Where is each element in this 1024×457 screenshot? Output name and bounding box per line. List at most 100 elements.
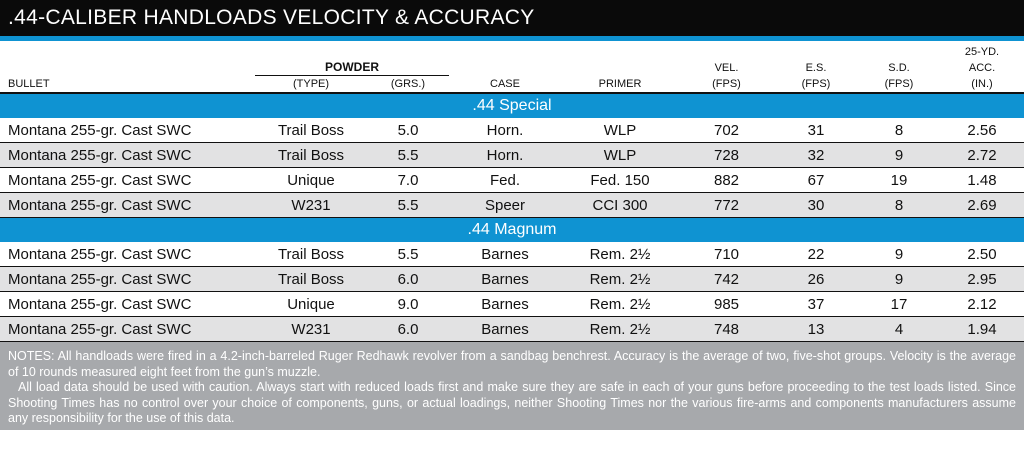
header-case: CASE bbox=[449, 75, 561, 94]
section-label: .44 Special bbox=[0, 93, 1024, 118]
cell-bullet: Montana 255-gr. Cast SWC bbox=[0, 167, 255, 193]
cell-case: Horn. bbox=[449, 118, 561, 143]
cell-vel: 748 bbox=[679, 316, 774, 342]
cell-powder-grs: 6.0 bbox=[367, 266, 449, 292]
header-acc-top: 25-YD. bbox=[964, 46, 1000, 58]
cell-bullet: Montana 255-gr. Cast SWC bbox=[0, 142, 255, 168]
cell-es: 26 bbox=[774, 266, 858, 292]
cell-primer: Fed. 150 bbox=[561, 167, 679, 193]
cell-es: 30 bbox=[774, 192, 858, 218]
cell-case: Horn. bbox=[449, 142, 561, 168]
header-sd-top: S.D. bbox=[888, 61, 910, 74]
cell-powder-type: Unique bbox=[255, 291, 367, 317]
cell-case: Fed. bbox=[449, 167, 561, 193]
cell-case: Barnes bbox=[449, 266, 561, 292]
cell-powder-grs: 5.5 bbox=[367, 192, 449, 218]
cell-sd: 9 bbox=[858, 242, 940, 267]
cell-powder-type: Trail Boss bbox=[255, 142, 367, 168]
header-es-top: E.S. bbox=[805, 61, 827, 74]
section-header-44-magnum: .44 Magnum bbox=[0, 217, 1024, 242]
header-vel-top: VEL. bbox=[714, 61, 739, 74]
cell-primer: WLP bbox=[561, 118, 679, 143]
cell-vel: 728 bbox=[679, 142, 774, 168]
table-title-bar: .44-CALIBER HANDLOADS VELOCITY & ACCURAC… bbox=[0, 0, 1024, 36]
cell-powder-grs: 5.5 bbox=[367, 142, 449, 168]
cell-powder-grs: 9.0 bbox=[367, 291, 449, 317]
cell-acc: 2.72 bbox=[940, 142, 1024, 168]
title-accent-rule bbox=[0, 36, 1024, 41]
cell-vel: 985 bbox=[679, 291, 774, 317]
cell-acc: 1.94 bbox=[940, 316, 1024, 342]
handloads-table: 25-YD. POWDER VEL. E.S. S.D. ACC. BULLET… bbox=[0, 44, 1024, 342]
header-vel-bottom: (FPS) bbox=[679, 75, 774, 94]
header-es-bottom: (FPS) bbox=[774, 75, 858, 94]
header-powder-group: POWDER bbox=[255, 60, 449, 76]
table-header: 25-YD. POWDER VEL. E.S. S.D. ACC. BULLET… bbox=[0, 44, 1024, 94]
cell-powder-type: Trail Boss bbox=[255, 118, 367, 143]
cell-case: Barnes bbox=[449, 242, 561, 267]
cell-sd: 8 bbox=[858, 192, 940, 218]
cell-powder-grs: 7.0 bbox=[367, 167, 449, 193]
cell-primer: Rem. 2½ bbox=[561, 242, 679, 267]
header-powder-grs: (GRS.) bbox=[367, 75, 449, 94]
cell-powder-grs: 5.0 bbox=[367, 118, 449, 143]
cell-bullet: Montana 255-gr. Cast SWC bbox=[0, 316, 255, 342]
cell-sd: 9 bbox=[858, 142, 940, 168]
cell-powder-type: W231 bbox=[255, 192, 367, 218]
cell-acc: 2.50 bbox=[940, 242, 1024, 267]
cell-case: Barnes bbox=[449, 291, 561, 317]
table-row: Montana 255-gr. Cast SWC Trail Boss 5.0 … bbox=[0, 118, 1024, 143]
table-row: Montana 255-gr. Cast SWC W231 5.5 Speer … bbox=[0, 192, 1024, 218]
cell-bullet: Montana 255-gr. Cast SWC bbox=[0, 266, 255, 292]
table-body: .44 Special Montana 255-gr. Cast SWC Tra… bbox=[0, 93, 1024, 342]
cell-es: 32 bbox=[774, 142, 858, 168]
cell-powder-type: Unique bbox=[255, 167, 367, 193]
cell-primer: WLP bbox=[561, 142, 679, 168]
table-row: Montana 255-gr. Cast SWC W231 6.0 Barnes… bbox=[0, 316, 1024, 342]
cell-bullet: Montana 255-gr. Cast SWC bbox=[0, 242, 255, 267]
cell-acc: 2.56 bbox=[940, 118, 1024, 143]
cell-bullet: Montana 255-gr. Cast SWC bbox=[0, 118, 255, 143]
cell-sd: 17 bbox=[858, 291, 940, 317]
table-row: Montana 255-gr. Cast SWC Unique 7.0 Fed.… bbox=[0, 167, 1024, 193]
cell-sd: 8 bbox=[858, 118, 940, 143]
cell-es: 31 bbox=[774, 118, 858, 143]
cell-bullet: Montana 255-gr. Cast SWC bbox=[0, 192, 255, 218]
cell-powder-type: W231 bbox=[255, 316, 367, 342]
cell-es: 22 bbox=[774, 242, 858, 267]
table-row: Montana 255-gr. Cast SWC Unique 9.0 Barn… bbox=[0, 291, 1024, 317]
notes-paragraph-2: All load data should be used with cautio… bbox=[8, 380, 1016, 425]
cell-vel: 882 bbox=[679, 167, 774, 193]
header-primer: PRIMER bbox=[561, 75, 679, 94]
cell-powder-type: Trail Boss bbox=[255, 242, 367, 267]
cell-case: Barnes bbox=[449, 316, 561, 342]
section-header-44-special: .44 Special bbox=[0, 93, 1024, 118]
cell-vel: 702 bbox=[679, 118, 774, 143]
cell-primer: Rem. 2½ bbox=[561, 316, 679, 342]
table-title: .44-CALIBER HANDLOADS VELOCITY & ACCURAC… bbox=[8, 6, 535, 29]
cell-case: Speer bbox=[449, 192, 561, 218]
notes-box: NOTES: All handloads were fired in a 4.2… bbox=[0, 342, 1024, 430]
cell-sd: 4 bbox=[858, 316, 940, 342]
notes-paragraph-1: NOTES: All handloads were fired in a 4.2… bbox=[8, 349, 1016, 379]
cell-sd: 19 bbox=[858, 167, 940, 193]
cell-primer: Rem. 2½ bbox=[561, 291, 679, 317]
section-label: .44 Magnum bbox=[0, 217, 1024, 242]
cell-primer: Rem. 2½ bbox=[561, 266, 679, 292]
cell-vel: 742 bbox=[679, 266, 774, 292]
header-powder-type: (TYPE) bbox=[255, 75, 367, 94]
cell-vel: 772 bbox=[679, 192, 774, 218]
table-row: Montana 255-gr. Cast SWC Trail Boss 5.5 … bbox=[0, 242, 1024, 267]
cell-acc: 2.69 bbox=[940, 192, 1024, 218]
cell-acc: 2.12 bbox=[940, 291, 1024, 317]
cell-bullet: Montana 255-gr. Cast SWC bbox=[0, 291, 255, 317]
cell-powder-grs: 6.0 bbox=[367, 316, 449, 342]
cell-acc: 1.48 bbox=[940, 167, 1024, 193]
table-row: Montana 255-gr. Cast SWC Trail Boss 5.5 … bbox=[0, 142, 1024, 168]
table-row: Montana 255-gr. Cast SWC Trail Boss 6.0 … bbox=[0, 266, 1024, 292]
cell-es: 67 bbox=[774, 167, 858, 193]
cell-powder-type: Trail Boss bbox=[255, 266, 367, 292]
cell-primer: CCI 300 bbox=[561, 192, 679, 218]
header-acc-mid: ACC. bbox=[968, 61, 996, 74]
cell-es: 13 bbox=[774, 316, 858, 342]
